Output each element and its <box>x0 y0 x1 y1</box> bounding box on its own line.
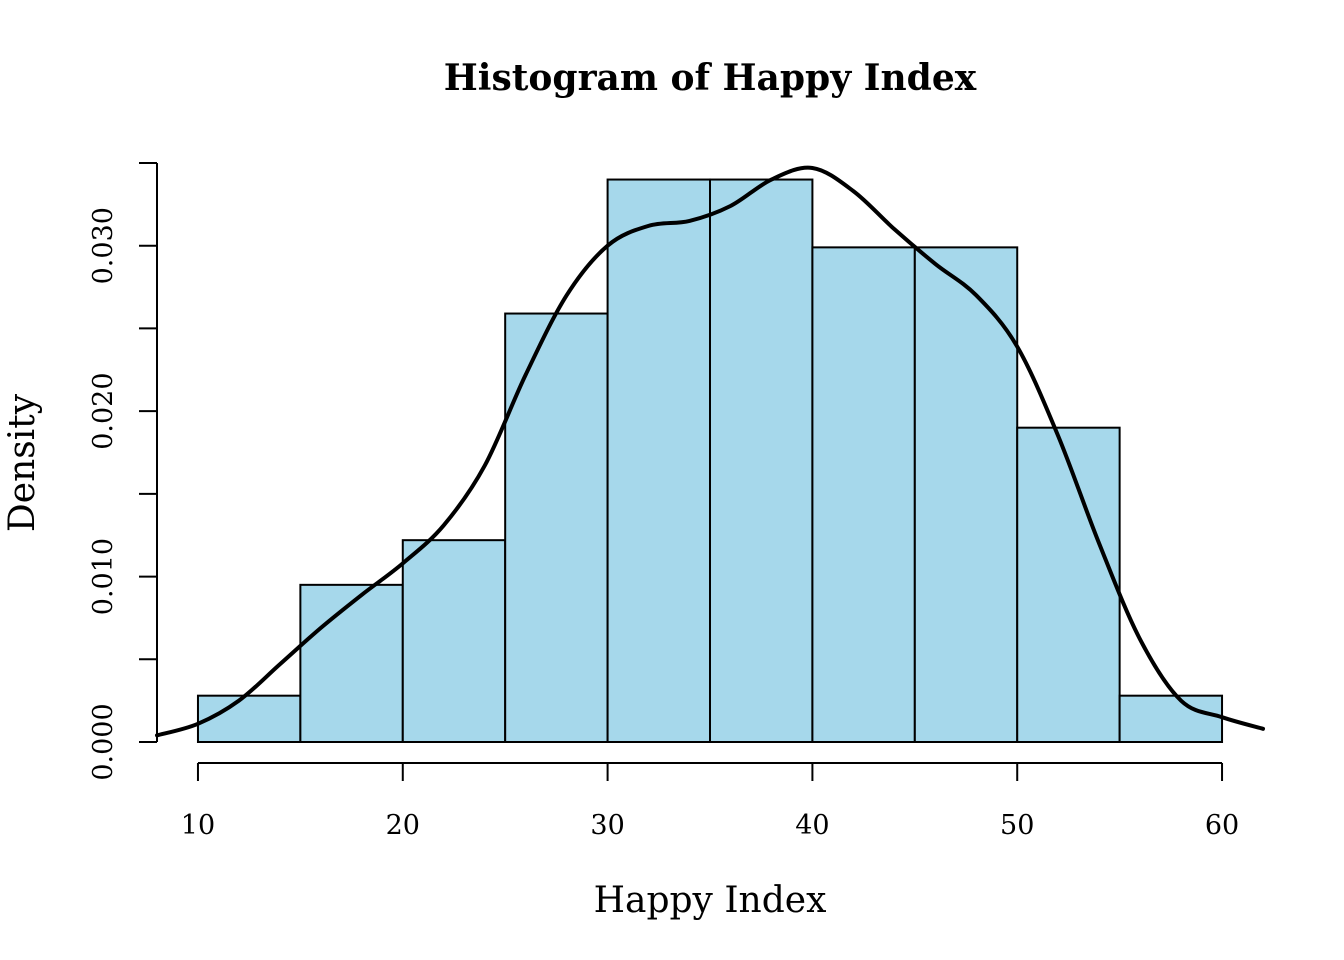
histogram-bar-3 <box>401 539 507 743</box>
histogram-bars <box>196 178 1224 744</box>
histogram-bar-5 <box>606 178 711 744</box>
chart-title: Histogram of Happy Index <box>444 57 977 99</box>
y-tick-label-7: 0.030 <box>88 207 119 284</box>
x-axis: 10 20 30 40 50 60 <box>181 762 1239 841</box>
histogram-bar-1 <box>196 694 302 743</box>
histogram-bar-9 <box>1016 426 1121 743</box>
x-tick-label-4: 40 <box>795 810 829 841</box>
x-tick-label-3: 30 <box>590 810 624 841</box>
x-tick-label-2: 20 <box>386 810 420 841</box>
x-tick-label-6: 60 <box>1205 810 1239 841</box>
x-tick-label-1: 10 <box>181 810 215 841</box>
histogram-bar-10 <box>1118 694 1224 743</box>
histogram-bar-4 <box>504 312 609 743</box>
histogram-bar-2 <box>299 583 404 743</box>
x-axis-label: Happy Index <box>594 880 827 921</box>
y-tick-label-5: 0.020 <box>88 372 119 449</box>
histogram-bar-6 <box>709 178 814 744</box>
density-curve <box>155 165 1265 738</box>
y-tick-label-3: 0.010 <box>88 538 119 615</box>
histogram-bar-7 <box>811 246 916 744</box>
histogram-bar-8 <box>913 246 1019 744</box>
x-tick-label-5: 50 <box>1000 810 1034 841</box>
y-tick-label-1: 0.000 <box>88 703 119 780</box>
y-axis: 0.000 0.010 0.020 0.030 <box>88 162 158 781</box>
y-axis-label: Density <box>2 393 43 532</box>
